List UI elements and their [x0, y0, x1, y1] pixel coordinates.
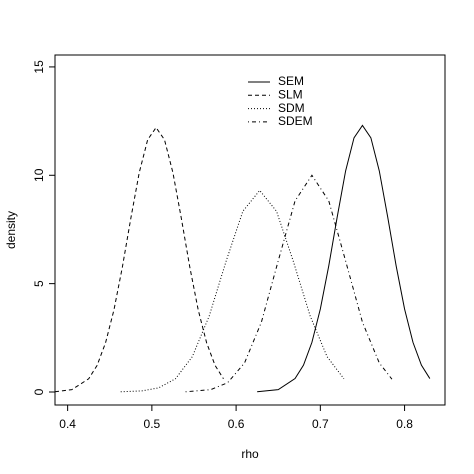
x-tick-label: 0.6 — [228, 417, 245, 431]
density-line — [54, 126, 224, 393]
legend-label: SDEM — [278, 114, 313, 128]
y-axis-label: density — [4, 211, 18, 249]
x-axis-label: rho — [241, 447, 259, 461]
y-tick-label: 0 — [32, 388, 46, 395]
legend-label: SDM — [278, 101, 305, 115]
density-line — [120, 189, 345, 393]
plot-frame — [54, 54, 446, 406]
x-tick-label: 0.4 — [59, 417, 76, 431]
y-tick-label: 15 — [32, 60, 46, 74]
y-tick-label: 5 — [32, 280, 46, 287]
density-line — [257, 124, 431, 393]
y-tick-label: 10 — [32, 168, 46, 182]
x-tick-label: 0.8 — [396, 417, 413, 431]
x-tick-label: 0.5 — [144, 417, 161, 431]
legend-label: SEM — [278, 74, 304, 88]
x-tick-label: 0.7 — [312, 417, 329, 431]
density-line — [185, 174, 393, 393]
legend-label: SLM — [278, 87, 303, 101]
